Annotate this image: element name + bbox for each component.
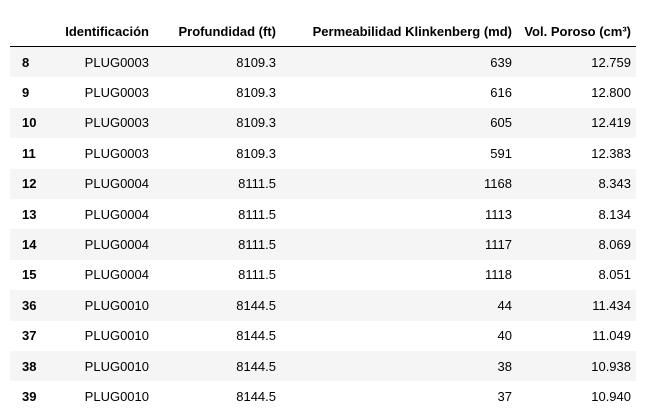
column-header-vol-poroso: Vol. Poroso (cm³) (517, 16, 636, 47)
row-index-cell: 11 (22, 145, 36, 161)
table-row: 12 PLUG0004 8111.5 1168 8.343 (10, 168, 636, 199)
row-index-cell: 13 (22, 206, 37, 222)
table-row: 9 PLUG0003 8109.3 616 12.800 (10, 77, 636, 108)
permeabilidad-cell: 38 (497, 358, 512, 374)
identificacion-cell: PLUG0003 (84, 54, 149, 70)
vol-poroso-cell: 10.938 (591, 358, 631, 374)
identificacion-cell: PLUG0010 (84, 297, 149, 313)
identificacion-cell: PLUG0010 (84, 388, 149, 404)
vol-poroso-cell: 11.434 (592, 297, 631, 313)
vol-poroso-cell: 8.051 (598, 267, 631, 283)
table-body: 8 PLUG0003 8109.3 639 12.759 9 PLUG0003 8109.3 6… (10, 46, 636, 412)
row-index-cell: 10 (22, 115, 37, 131)
permeabilidad-cell: 1118 (485, 267, 512, 283)
permeabilidad-cell: 40 (497, 328, 512, 344)
profundidad-cell: 8109.3 (236, 115, 276, 131)
identificacion-cell: PLUG0004 (84, 176, 149, 192)
vol-poroso-cell: 12.800 (591, 85, 631, 101)
permeabilidad-cell: 1168 (484, 176, 512, 192)
dataframe-table: Identificación Profundidad (ft) Permeabi… (10, 16, 636, 412)
identificacion-cell: PLUG0004 (84, 206, 149, 222)
row-index-cell: 8 (22, 54, 30, 70)
profundidad-cell: 8144.5 (236, 297, 276, 313)
row-index-cell: 12 (22, 176, 37, 192)
vol-poroso-cell: 12.419 (591, 115, 631, 131)
vol-poroso-cell: 12.383 (591, 145, 631, 161)
permeabilidad-cell: 616 (490, 85, 512, 101)
vol-poroso-cell: 8.134 (598, 206, 631, 222)
profundidad-cell: 8111.5 (238, 267, 276, 283)
table-row: 38 PLUG0010 8144.5 38 10.938 (10, 350, 636, 382)
vol-poroso-cell: 8.069 (598, 237, 631, 253)
identificacion-cell: PLUG0004 (84, 237, 149, 253)
table-row: 14 PLUG0004 8111.5 1117 8.069 (10, 229, 636, 260)
vol-poroso-cell: 8.343 (598, 176, 631, 192)
vol-poroso-cell: 11.049 (592, 328, 631, 344)
identificacion-cell: PLUG0003 (84, 145, 149, 161)
profundidad-cell: 8109.3 (236, 54, 276, 70)
profundidad-cell: 8111.5 (238, 237, 276, 253)
table-row: 36 PLUG0010 8144.5 44 11.434 (10, 290, 636, 321)
profundidad-cell: 8111.5 (238, 206, 276, 222)
profundidad-cell: 8109.3 (236, 85, 276, 101)
table-row: 11 PLUG0003 8109.3 591 12.383 (10, 138, 636, 169)
identificacion-cell: PLUG0003 (84, 115, 149, 131)
permeabilidad-cell: 1117 (485, 237, 512, 253)
profundidad-cell: 8144.5 (236, 358, 276, 374)
identificacion-cell: PLUG0004 (84, 267, 149, 283)
vol-poroso-cell: 12.759 (591, 54, 631, 70)
column-header-permeabilidad: Permeabilidad Klinkenberg (md) (281, 16, 517, 47)
table-row: 8 PLUG0003 8109.3 639 12.759 (10, 46, 636, 78)
table-header: Identificación Profundidad (ft) Permeabi… (10, 16, 636, 47)
header-row: Identificación Profundidad (ft) Permeabi… (10, 16, 636, 47)
profundidad-cell: 8144.5 (236, 388, 276, 404)
identificacion-cell: PLUG0010 (84, 328, 149, 344)
profundidad-cell: 8144.5 (236, 328, 276, 344)
permeabilidad-cell: 1113 (485, 206, 512, 222)
table-row: 37 PLUG0010 8144.5 40 11.049 (10, 320, 636, 351)
row-index-cell: 38 (22, 358, 37, 374)
profundidad-cell: 8109.3 (236, 145, 276, 161)
table-row: 13 PLUG0004 8111.5 1113 8.134 (10, 198, 636, 230)
row-index-cell: 36 (22, 297, 37, 313)
row-index-cell: 37 (22, 328, 37, 344)
row-index-cell: 14 (22, 237, 37, 253)
table-row: 10 PLUG0003 8109.3 605 12.419 (10, 107, 636, 139)
vol-poroso-cell: 10.940 (591, 388, 631, 404)
permeabilidad-cell: 44 (497, 297, 512, 313)
profundidad-cell: 8111.5 (238, 176, 276, 192)
table-row: 39 PLUG0010 8144.5 37 10.940 (10, 381, 636, 412)
row-index-cell: 15 (22, 267, 37, 283)
identificacion-cell: PLUG0003 (84, 85, 149, 101)
row-index-cell: 39 (22, 388, 37, 404)
identificacion-cell: PLUG0010 (84, 358, 149, 374)
permeabilidad-cell: 37 (497, 388, 512, 404)
permeabilidad-cell: 591 (490, 145, 512, 161)
column-header-profundidad: Profundidad (ft) (154, 16, 281, 47)
row-index-cell: 9 (22, 85, 30, 101)
permeabilidad-cell: 605 (490, 115, 512, 131)
table-row: 15 PLUG0004 8111.5 1118 8.051 (10, 259, 636, 291)
column-header-index (10, 16, 44, 47)
column-header-identificacion: Identificación (44, 16, 154, 47)
permeabilidad-cell: 639 (490, 54, 512, 70)
